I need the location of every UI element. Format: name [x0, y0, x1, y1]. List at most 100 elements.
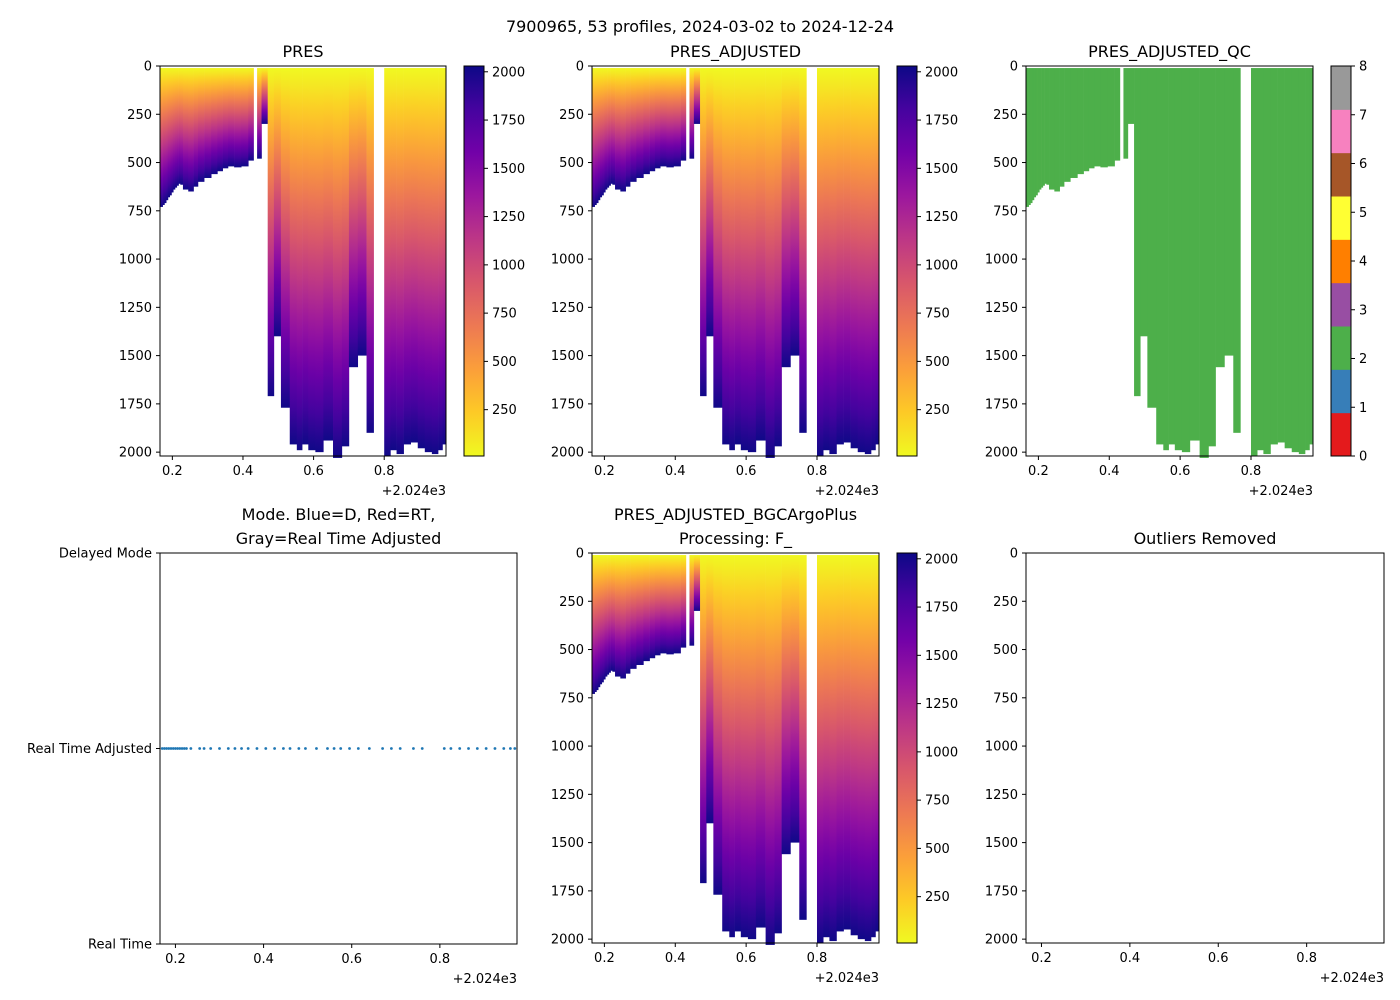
mode-point	[288, 747, 292, 750]
y-tick-label: 0	[144, 60, 152, 75]
profile-column	[680, 554, 687, 648]
subplot-pres_adjusted_bgc: 0.2 0.4 0.6 0.8 +2.024e3 0 250 500 750 1000 1250 15…	[551, 505, 958, 986]
profile-column	[1208, 67, 1216, 447]
colorbar-swatch-6	[1331, 152, 1351, 197]
y-tick-label: 1750	[551, 884, 584, 899]
colorbar-swatch-5	[1331, 196, 1351, 240]
profile-column	[296, 67, 303, 451]
profile-column	[442, 67, 447, 445]
profile-column	[323, 67, 334, 441]
profile-column	[829, 554, 837, 942]
profile-column	[654, 554, 661, 656]
profile-column	[1215, 67, 1225, 368]
colorbar-tick-label: 2000	[492, 65, 525, 80]
axes-frame	[159, 65, 447, 457]
profile-column	[1309, 67, 1314, 445]
axes-frame	[591, 552, 880, 944]
profile-column	[706, 554, 714, 824]
x-tick-label: 0.4	[1099, 464, 1120, 479]
profile-column	[197, 67, 205, 182]
x-tick-label: 0.2	[1031, 951, 1052, 966]
profile-column	[188, 67, 194, 192]
profile-column	[1033, 67, 1037, 198]
y-tick-label: 1750	[985, 397, 1018, 412]
profile-column	[1083, 67, 1090, 172]
profile-column	[747, 554, 757, 940]
profile-column	[180, 67, 184, 185]
mode-point	[282, 747, 285, 750]
profile-column	[660, 554, 667, 654]
profile-column	[871, 554, 876, 938]
profile-column	[612, 554, 616, 672]
profile-column	[816, 554, 824, 943]
profile-column	[241, 67, 249, 167]
x-offset-label: +2.024e3	[453, 972, 517, 987]
y-tick-label: 1500	[985, 349, 1018, 364]
x-tick-label: 0.2	[594, 951, 615, 966]
profile-column	[1088, 67, 1095, 169]
profile-column	[1263, 67, 1271, 455]
profile-column	[1305, 67, 1310, 451]
mode-point	[167, 747, 171, 750]
profile-column	[713, 67, 723, 408]
profile-column	[857, 67, 866, 453]
colorbar-tick-label: 8	[1359, 60, 1367, 75]
y-tick-label: 1500	[551, 349, 584, 364]
profile-column	[693, 67, 701, 124]
mode-point	[467, 747, 470, 750]
profile-column	[781, 554, 791, 855]
mode-point	[420, 747, 424, 750]
mode-point	[348, 747, 351, 750]
y-tick-label: 2000	[551, 933, 584, 948]
plot-title: PRES_ADJUSTED	[670, 42, 801, 62]
colorbar-tick-label: 5	[1359, 206, 1367, 221]
colorbar-tick-label: 2000	[925, 65, 958, 80]
profile-column	[178, 67, 181, 184]
profile-column	[341, 67, 350, 447]
mode-point	[449, 747, 453, 750]
profile-column	[620, 554, 626, 679]
mode-point	[163, 747, 166, 750]
profile-column	[176, 67, 179, 186]
y-tick-label: 1000	[551, 253, 584, 268]
colorbar-tick-label: 1250	[492, 210, 525, 225]
x-offset-label: +2.024e3	[382, 484, 446, 499]
mode-point	[233, 747, 237, 750]
profile-column	[781, 67, 791, 368]
profile-column	[160, 67, 163, 207]
colorbar-tick-label: 1000	[925, 258, 958, 273]
profile-column	[1035, 67, 1038, 196]
profile-column	[729, 554, 735, 938]
mode-point	[218, 747, 221, 750]
colorbar-tick-label: 750	[492, 307, 517, 322]
x-tick-label: 0.6	[1170, 464, 1191, 479]
profile-column	[193, 67, 199, 187]
x-tick-label: 0.4	[233, 464, 254, 479]
mode-point	[484, 747, 488, 750]
mode-point	[356, 747, 360, 750]
mode-point	[182, 747, 186, 750]
profile-column	[654, 67, 661, 169]
profile-column	[594, 67, 597, 206]
profile-column	[1127, 67, 1135, 124]
mode-point	[297, 747, 301, 750]
profile-column	[1077, 67, 1084, 175]
y-tick-label: 1250	[551, 788, 584, 803]
colorbar-tick-label: 1500	[492, 162, 525, 177]
mode-point	[185, 747, 188, 750]
y-tick-label: 250	[127, 108, 152, 123]
profile-column	[1147, 67, 1157, 408]
profile-column	[693, 554, 701, 611]
profile-column	[740, 554, 749, 938]
profile-column	[850, 554, 859, 936]
y-tick-label: 1000	[551, 740, 584, 755]
plot-title: Outliers Removed	[1134, 529, 1277, 548]
profile-column	[1298, 67, 1306, 455]
profile-column	[594, 554, 597, 693]
profile-column	[1250, 67, 1258, 456]
profile-column	[673, 67, 681, 167]
profile-column	[1054, 67, 1060, 192]
profile-column	[829, 67, 837, 455]
profile-column	[308, 67, 316, 451]
profile-column	[1041, 67, 1044, 188]
